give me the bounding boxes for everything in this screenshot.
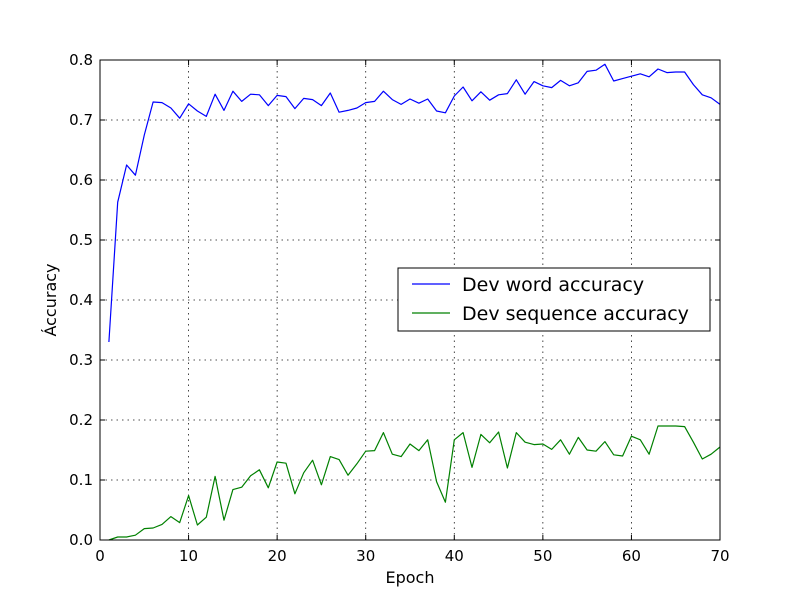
legend: Dev word accuracy Dev sequence accuracy	[397, 267, 711, 332]
y-tick-label: 0.1	[69, 471, 93, 489]
legend-box	[397, 267, 711, 332]
x-tick-label: 50	[533, 547, 552, 565]
y-tick-label: 0.3	[69, 351, 93, 369]
y-axis-label: Áccuracy	[41, 263, 60, 336]
x-tick-label: 10	[179, 547, 198, 565]
x-tick-label: 0	[95, 547, 105, 565]
legend-label-word: Dev word accuracy	[462, 274, 644, 296]
axis-ticks: 0 10 20 30 40 50 60 70 0.0 0.1 0.2 0.3 0.4 0.5 0.6 0.7 0…	[69, 51, 729, 565]
series-line-dev-word-accuracy	[108, 63, 721, 343]
x-tick-label: 20	[268, 547, 287, 565]
y-tick-label: 0.5	[69, 231, 93, 249]
y-tick-label: 0.4	[69, 291, 93, 309]
x-tick-label: 30	[356, 547, 375, 565]
y-tick-label: 0.0	[69, 531, 93, 549]
y-tick-label: 0.7	[69, 111, 93, 129]
x-axis-label: Epoch	[386, 568, 435, 587]
series-lines	[108, 63, 721, 541]
y-tick-label: 0.2	[69, 411, 93, 429]
legend-label-sequence: Dev sequence accuracy	[462, 303, 689, 325]
y-tick-label: 0.8	[69, 51, 93, 69]
series-line-dev-sequence-accuracy	[108, 425, 721, 541]
x-tick-label: 40	[445, 547, 464, 565]
x-tick-label: 60	[622, 547, 641, 565]
y-tick-label: 0.6	[69, 171, 93, 189]
x-tick-label: 70	[710, 547, 729, 565]
